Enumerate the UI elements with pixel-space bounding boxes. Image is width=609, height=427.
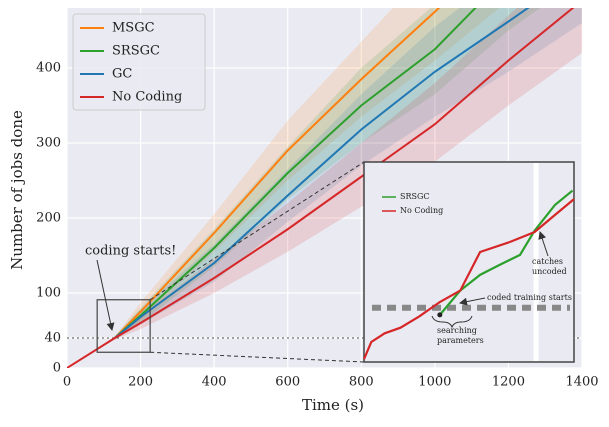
connector: [149, 161, 365, 301]
line: [114, 8, 530, 339]
annotation: uncoded: [532, 267, 567, 276]
zoom-box: [96, 299, 151, 353]
y-tick-label: 0: [53, 361, 61, 376]
y-tick-label: 400: [36, 61, 61, 76]
annotation: parameters: [437, 336, 484, 345]
y-tick-label: 40: [44, 331, 61, 346]
legend-label: GC: [112, 67, 132, 82]
y-axis-label: Number of jobs done: [8, 110, 26, 270]
band: [114, 8, 500, 340]
connector: [150, 351, 365, 363]
legend-label: SRSGC: [112, 44, 160, 59]
annotation: catches: [532, 257, 563, 266]
x-tick-label: 0: [63, 375, 71, 390]
legend-label: No Coding: [112, 90, 182, 105]
line: [114, 8, 441, 339]
x-tick-label: 400: [202, 375, 227, 390]
inset-line: [438, 189, 574, 316]
y-tick-label: 100: [36, 286, 61, 301]
band: [67, 8, 582, 368]
line: [114, 8, 477, 339]
annotation: coding starts!: [85, 244, 176, 259]
line: [67, 8, 575, 368]
x-axis-label: Time (s): [302, 396, 364, 414]
x-tick-label: 1200: [492, 375, 525, 390]
annotation-arrow: [538, 231, 549, 257]
x-tick-label: 1000: [418, 375, 451, 390]
x-tick-label: 1400: [565, 375, 598, 390]
annotation-arrow: [459, 297, 486, 306]
y-tick-label: 200: [36, 211, 61, 226]
annotation: coded training starts: [487, 293, 572, 302]
annotation-arrow: [96, 259, 115, 331]
band: [114, 8, 582, 340]
annotation: searching: [437, 326, 477, 335]
start-dot: [437, 312, 443, 318]
brace: [431, 315, 473, 329]
y-tick-label: 300: [36, 136, 61, 151]
legend-box: [72, 13, 206, 111]
x-tick-label: 200: [128, 375, 153, 390]
x-tick-label: 600: [275, 375, 300, 390]
inset-legend-label: SRSGC: [400, 192, 430, 201]
legend-label: MSGC: [112, 21, 155, 36]
x-tick-label: 800: [349, 375, 374, 390]
inset-legend-label: No Coding: [400, 206, 443, 215]
inset-line: [362, 198, 575, 360]
